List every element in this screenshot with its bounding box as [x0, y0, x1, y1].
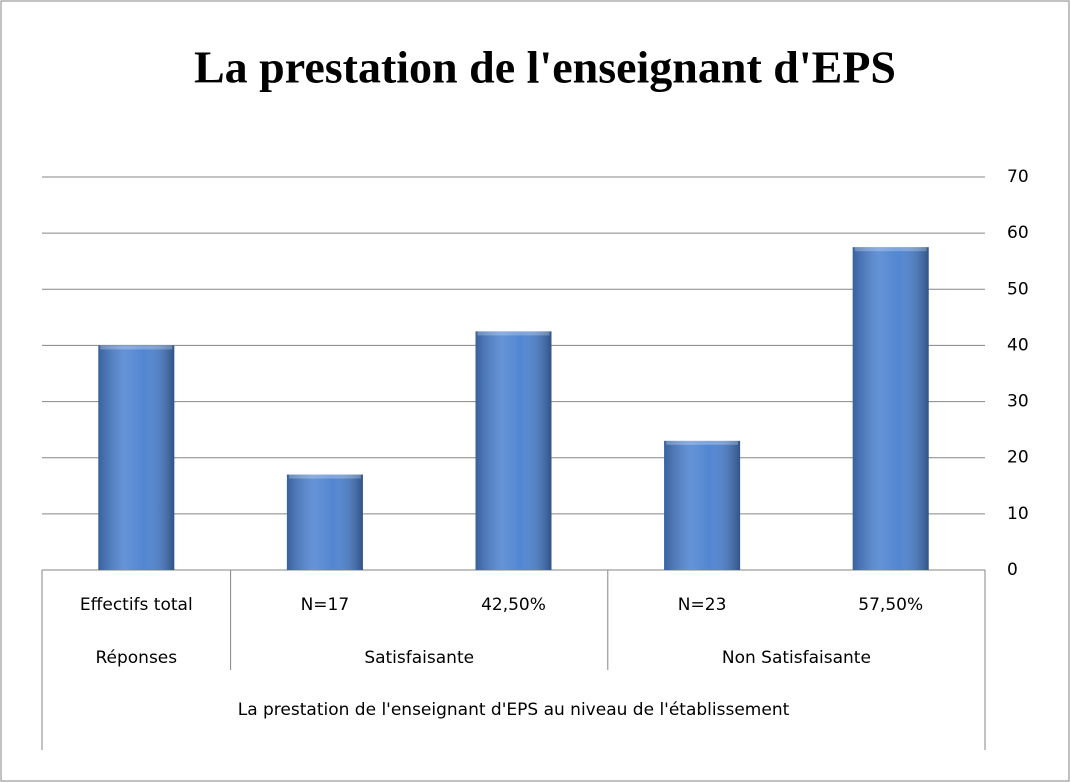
- x-tick-label: 57,50%: [858, 595, 923, 615]
- group-label: Satisfaisante: [364, 648, 474, 668]
- x-tick-label: N=23: [678, 595, 727, 615]
- bar-cap: [854, 247, 927, 252]
- bar-cap: [666, 440, 739, 445]
- group-label: Réponses: [95, 648, 177, 668]
- bar-cap: [288, 474, 361, 479]
- bar-shade: [664, 440, 741, 570]
- y-tick-label: 20: [1007, 448, 1029, 468]
- x-tick-label: Effectifs total: [80, 595, 193, 615]
- y-tick-label: 30: [1007, 392, 1029, 412]
- chart-title: La prestation de l'enseignant d'EPS: [194, 42, 896, 93]
- x-tick-label: 42,50%: [481, 595, 546, 615]
- group-label: Non Satisfaisante: [722, 648, 871, 668]
- bar-shade: [852, 247, 929, 570]
- x-tick-label: N=17: [301, 595, 350, 615]
- bar-cap: [100, 345, 173, 350]
- x-axis-label: La prestation de l'enseignant d'EPS au n…: [238, 700, 790, 720]
- bar-shade: [475, 331, 552, 570]
- y-tick-label: 70: [1007, 167, 1029, 187]
- y-tick-label: 0: [1007, 560, 1018, 580]
- y-tick-label: 50: [1007, 279, 1029, 299]
- y-tick-label: 60: [1007, 223, 1029, 243]
- y-tick-label: 10: [1007, 504, 1029, 524]
- bar-shade: [98, 345, 175, 570]
- y-tick-label: 40: [1007, 335, 1029, 355]
- bar-shade: [286, 474, 363, 570]
- bar-cap: [477, 331, 550, 336]
